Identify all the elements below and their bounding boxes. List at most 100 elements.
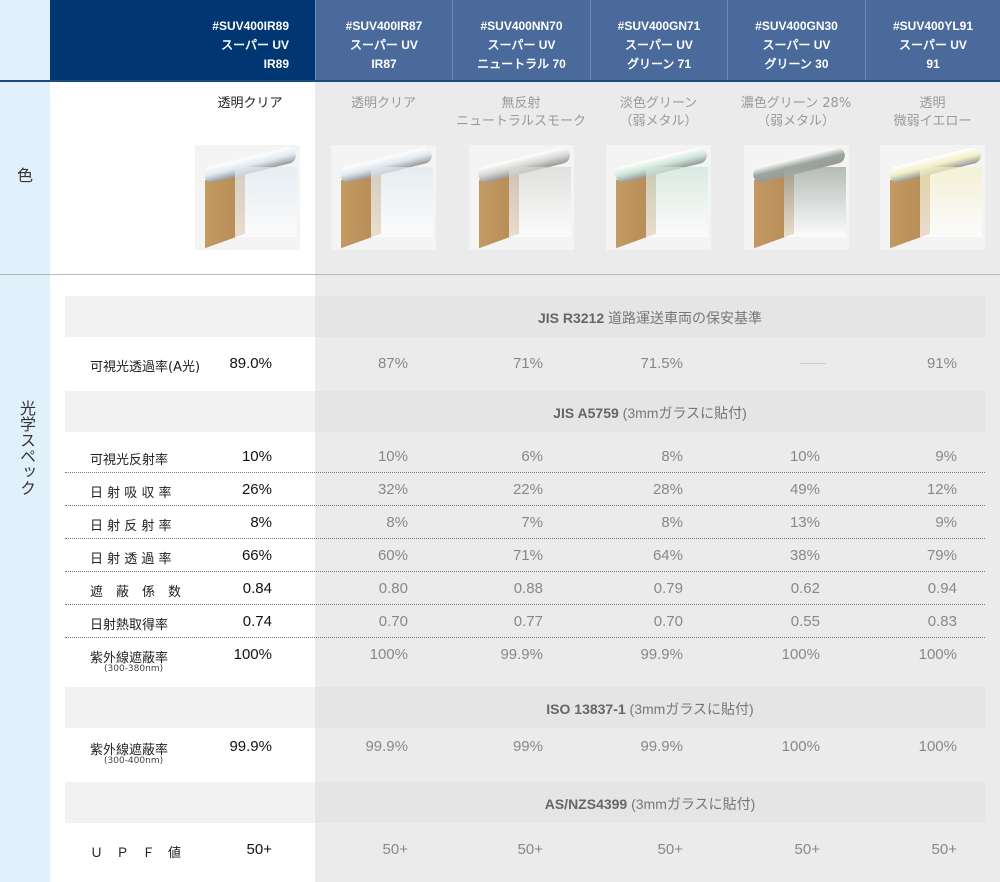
- film-sheet: [508, 167, 571, 237]
- section-title: ISO 13837-1 (3mmガラスに貼付): [315, 699, 985, 719]
- spec-value: 50+: [931, 841, 957, 858]
- spec-value: 64%: [652, 547, 683, 564]
- product-line: スーパー UV: [487, 38, 556, 52]
- product-variant: IR87: [371, 57, 397, 71]
- section-header-shade: [315, 687, 985, 728]
- product-color-name: 透明 微弱イエロー: [893, 96, 972, 129]
- spec-value: 0.80: [378, 580, 408, 597]
- spec-label: 可視光透過率(A光): [90, 360, 201, 375]
- color-section-label: 色: [16, 166, 33, 185]
- spec-value: 50+: [794, 841, 820, 858]
- spec-label: 日射熱取得率: [90, 618, 169, 633]
- spec-label: 遮 蔽 係 数: [90, 585, 182, 600]
- spec-value: 99.9%: [500, 646, 543, 663]
- spec-value: 71.5%: [640, 355, 683, 372]
- spec-value: 99.9%: [640, 646, 683, 663]
- product-code: #SUV400NN70: [480, 19, 563, 33]
- product-line: スーパー UV: [762, 38, 831, 52]
- spec-value: 9%: [935, 514, 957, 531]
- product-header-1: #SUV400IR87 スーパー UV IR87: [315, 0, 452, 80]
- spec-value: 100%: [781, 646, 820, 663]
- section-title-standard: ISO 13837-1: [546, 701, 626, 717]
- section-header: AS/NZS4399 (3mmガラスに貼付): [65, 782, 985, 823]
- spec-value: 0.79: [653, 580, 683, 597]
- spec-value: 8%: [661, 448, 683, 465]
- spec-label: 紫外線遮蔽率: [90, 651, 169, 666]
- film-sheet: [371, 167, 433, 237]
- product-header-0: #SUV400IR89 スーパー UV IR89: [50, 0, 315, 80]
- spec-value: 66%: [241, 547, 272, 564]
- spec-value: 100%: [781, 738, 820, 755]
- film-roll-image: [606, 145, 711, 250]
- spec-value: 50+: [246, 841, 272, 858]
- spec-value: 87%: [377, 355, 408, 372]
- spec-value: 0.83: [927, 613, 957, 630]
- section-title-note: 道路運送車両の保安基準: [604, 310, 763, 326]
- film-roll-image: [468, 145, 574, 250]
- section-title: AS/NZS4399 (3mmガラスに貼付): [315, 794, 985, 814]
- spec-value: 8%: [250, 514, 272, 531]
- row-separator: [65, 637, 985, 638]
- row-separator: [65, 538, 985, 539]
- spec-value: 26%: [241, 481, 272, 498]
- spec-value: 99.9%: [640, 738, 683, 755]
- spec-value: 7%: [521, 514, 543, 531]
- spec-value: 100%: [369, 646, 408, 663]
- spec-value: 60%: [377, 547, 408, 564]
- spec-value: 0.88: [513, 580, 543, 597]
- section-header-shade: [315, 782, 985, 823]
- product-variant: グリーン 30: [764, 57, 829, 71]
- product-header-2: #SUV400NN70 スーパー UV ニュートラル 70: [452, 0, 590, 80]
- product-line: スーパー UV: [625, 38, 693, 52]
- spec-value: 12%: [926, 481, 957, 498]
- spec-section-label: 光学スペック: [17, 400, 36, 496]
- spec-value: 0.70: [653, 613, 683, 630]
- product-variant: IR89: [263, 57, 289, 71]
- section-title: JIS A5759 (3mmガラスに貼付): [315, 403, 985, 423]
- section-title-note: (3mmガラスに貼付): [625, 701, 754, 717]
- row-separator: [65, 472, 985, 473]
- spec-value: 8%: [661, 514, 683, 531]
- section-header: JIS R3212 道路運送車両の保安基準: [65, 296, 985, 337]
- color-row-divider: [0, 274, 1000, 275]
- product-code: #SUV400IR89: [212, 19, 289, 33]
- spec-value: 99.9%: [229, 738, 272, 755]
- spec-value: 38%: [789, 547, 820, 564]
- header-divider: [0, 80, 1000, 82]
- spec-value: 10%: [789, 448, 820, 465]
- product-color-name: 無反射 ニュートラルスモーク: [455, 96, 586, 129]
- section-header-shade: [315, 296, 985, 337]
- row-separator: [65, 604, 985, 605]
- spec-value: 10%: [241, 448, 272, 465]
- product-color-name: 淡色グリーン （弱メタル）: [619, 96, 698, 129]
- spec-label: Ｕ Ｐ Ｆ 値: [90, 846, 182, 861]
- product-variant: グリーン 71: [626, 57, 692, 71]
- spec-value: 50+: [382, 841, 408, 858]
- product-line: スーパー UV: [899, 38, 967, 52]
- product-code: #SUV400GN71: [617, 19, 701, 33]
- spec-label: 日 射 透 過 率: [90, 552, 172, 567]
- left-label-column: [0, 0, 50, 882]
- product-variant: ニュートラル 70: [477, 57, 566, 71]
- spec-value: 0.62: [790, 580, 820, 597]
- spec-value: 99%: [512, 738, 543, 755]
- product-header-3: #SUV400GN71 スーパー UV グリーン 71: [590, 0, 727, 80]
- product-line: スーパー UV: [350, 38, 418, 52]
- section-title-standard: JIS R3212: [537, 310, 605, 326]
- spec-value: 50+: [657, 841, 683, 858]
- section-header: JIS A5759 (3mmガラスに貼付): [65, 391, 985, 432]
- section-header-shade: [315, 391, 985, 432]
- section-header: ISO 13837-1 (3mmガラスに貼付): [65, 687, 985, 728]
- spec-value: 100%: [918, 738, 957, 755]
- product-color-name: 透明クリア: [350, 96, 416, 111]
- value-not-available: [800, 363, 826, 364]
- spec-value: 100%: [918, 646, 957, 663]
- section-title-note: (3mmガラスに貼付): [618, 405, 747, 421]
- spec-value: 8%: [386, 514, 408, 531]
- film-roll-image: [880, 145, 985, 250]
- product-line: スーパー UV: [221, 38, 289, 52]
- spec-value: 13%: [789, 514, 820, 531]
- product-header-4: #SUV400GN30 スーパー UV グリーン 30: [727, 0, 865, 80]
- spec-value: 22%: [512, 481, 543, 498]
- section-title-standard: JIS A5759: [553, 405, 619, 421]
